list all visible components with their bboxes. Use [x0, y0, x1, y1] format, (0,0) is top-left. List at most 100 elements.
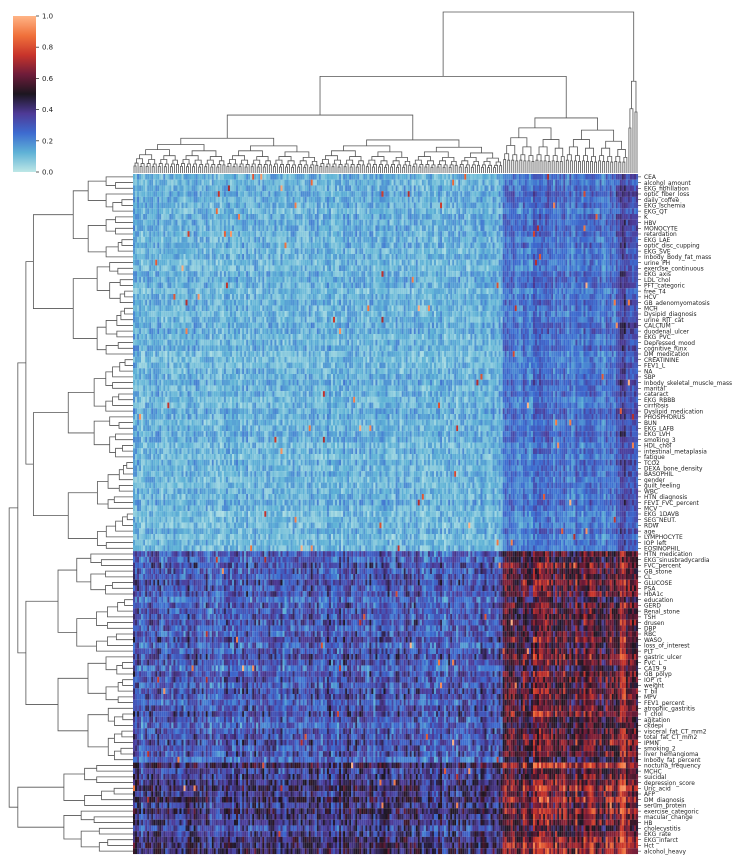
heatmap-cell [392, 237, 394, 243]
heatmap-cell [608, 185, 610, 191]
heatmap-cell [309, 208, 311, 214]
heatmap-cell [190, 243, 192, 249]
heatmap-cell [188, 174, 190, 180]
heatmap-cell [369, 191, 371, 197]
heatmap-cell [252, 208, 254, 214]
heatmap-cell [442, 225, 444, 231]
heatmap-cell [383, 231, 385, 237]
heatmap-cell [353, 174, 355, 180]
heatmap-cell [234, 243, 236, 249]
heatmap-cell [137, 248, 139, 254]
heatmap-cell [196, 260, 198, 266]
heatmap-cell [636, 203, 638, 209]
heatmap-cell [551, 174, 553, 180]
heatmap-cell [179, 185, 181, 191]
heatmap-cell [400, 248, 402, 254]
heatmap-cell [331, 248, 333, 254]
heatmap-cell [272, 225, 274, 231]
column-dendrogram-link [528, 161, 530, 173]
heatmap-cell [585, 248, 587, 254]
heatmap-cell [165, 231, 167, 237]
heatmap-cell [355, 203, 357, 209]
heatmap-cell [462, 271, 464, 277]
heatmap-cell [392, 260, 394, 266]
heatmap-cell [282, 208, 284, 214]
heatmap-cell [248, 214, 250, 220]
heatmap-cell [618, 243, 620, 249]
heatmap-cell [264, 237, 266, 243]
heatmap-cell [543, 243, 545, 249]
heatmap-cell [379, 260, 381, 266]
heatmap-cell [165, 260, 167, 266]
heatmap-cell [533, 203, 535, 209]
heatmap-cell [489, 174, 491, 180]
heatmap-cell [489, 254, 491, 260]
heatmap-cell [287, 203, 289, 209]
heatmap-cell [618, 208, 620, 214]
heatmap-cell [234, 208, 236, 214]
heatmap-cell [236, 203, 238, 209]
heatmap-cell [377, 265, 379, 271]
heatmap-cell [153, 180, 155, 186]
heatmap-cell [214, 277, 216, 283]
heatmap-cell [636, 220, 638, 226]
heatmap-cell [272, 220, 274, 226]
heatmap-cell [537, 203, 539, 209]
heatmap-cell [208, 271, 210, 277]
heatmap-cell [313, 191, 315, 197]
heatmap-cell [305, 220, 307, 226]
heatmap-cell [280, 185, 282, 191]
heatmap-cell [234, 197, 236, 203]
heatmap-cell [335, 220, 337, 226]
heatmap-cell [476, 174, 478, 180]
heatmap-cell [301, 248, 303, 254]
heatmap-cell [565, 208, 567, 214]
heatmap-cell [339, 265, 341, 271]
heatmap-cell [295, 203, 297, 209]
heatmap-cell [525, 271, 527, 277]
heatmap-cell [406, 180, 408, 186]
column-dendrogram-link [477, 165, 479, 173]
heatmap-cell [440, 225, 442, 231]
heatmap-cell [565, 174, 567, 180]
heatmap-cell [579, 271, 581, 277]
heatmap-cell [153, 203, 155, 209]
heatmap-cell [585, 271, 587, 277]
heatmap-cell [408, 180, 410, 186]
heatmap-cell [184, 191, 186, 197]
heatmap-cell [248, 180, 250, 186]
heatmap-cell [626, 220, 628, 226]
heatmap-cell [337, 265, 339, 271]
heatmap-cell [585, 180, 587, 186]
heatmap-cell [472, 237, 474, 243]
heatmap-cell [458, 180, 460, 186]
heatmap-cell [414, 191, 416, 197]
heatmap-cell [351, 260, 353, 266]
heatmap-cell [208, 254, 210, 260]
heatmap-cell [133, 197, 135, 203]
heatmap-cell [276, 185, 278, 191]
heatmap-cell [515, 248, 517, 254]
heatmap-cell [171, 237, 173, 243]
heatmap-cell [418, 271, 420, 277]
heatmap-cell [222, 243, 224, 249]
heatmap-cell [604, 185, 606, 191]
heatmap-cell [588, 214, 590, 220]
heatmap-cell [198, 254, 200, 260]
heatmap-cell [293, 191, 295, 197]
heatmap-cell [456, 254, 458, 260]
heatmap-cell [375, 254, 377, 260]
heatmap-cell [280, 203, 282, 209]
heatmap-cell [351, 243, 353, 249]
heatmap-cell [622, 237, 624, 243]
heatmap-cell [590, 185, 592, 191]
row-dendrogram-link [116, 634, 133, 640]
heatmap-cell [250, 191, 252, 197]
heatmap-cell [214, 203, 216, 209]
heatmap-cell [347, 237, 349, 243]
heatmap-cell [307, 214, 309, 220]
heatmap-cell [345, 277, 347, 283]
heatmap-cell [549, 214, 551, 220]
heatmap-cell [444, 174, 446, 180]
heatmap-cell [339, 271, 341, 277]
